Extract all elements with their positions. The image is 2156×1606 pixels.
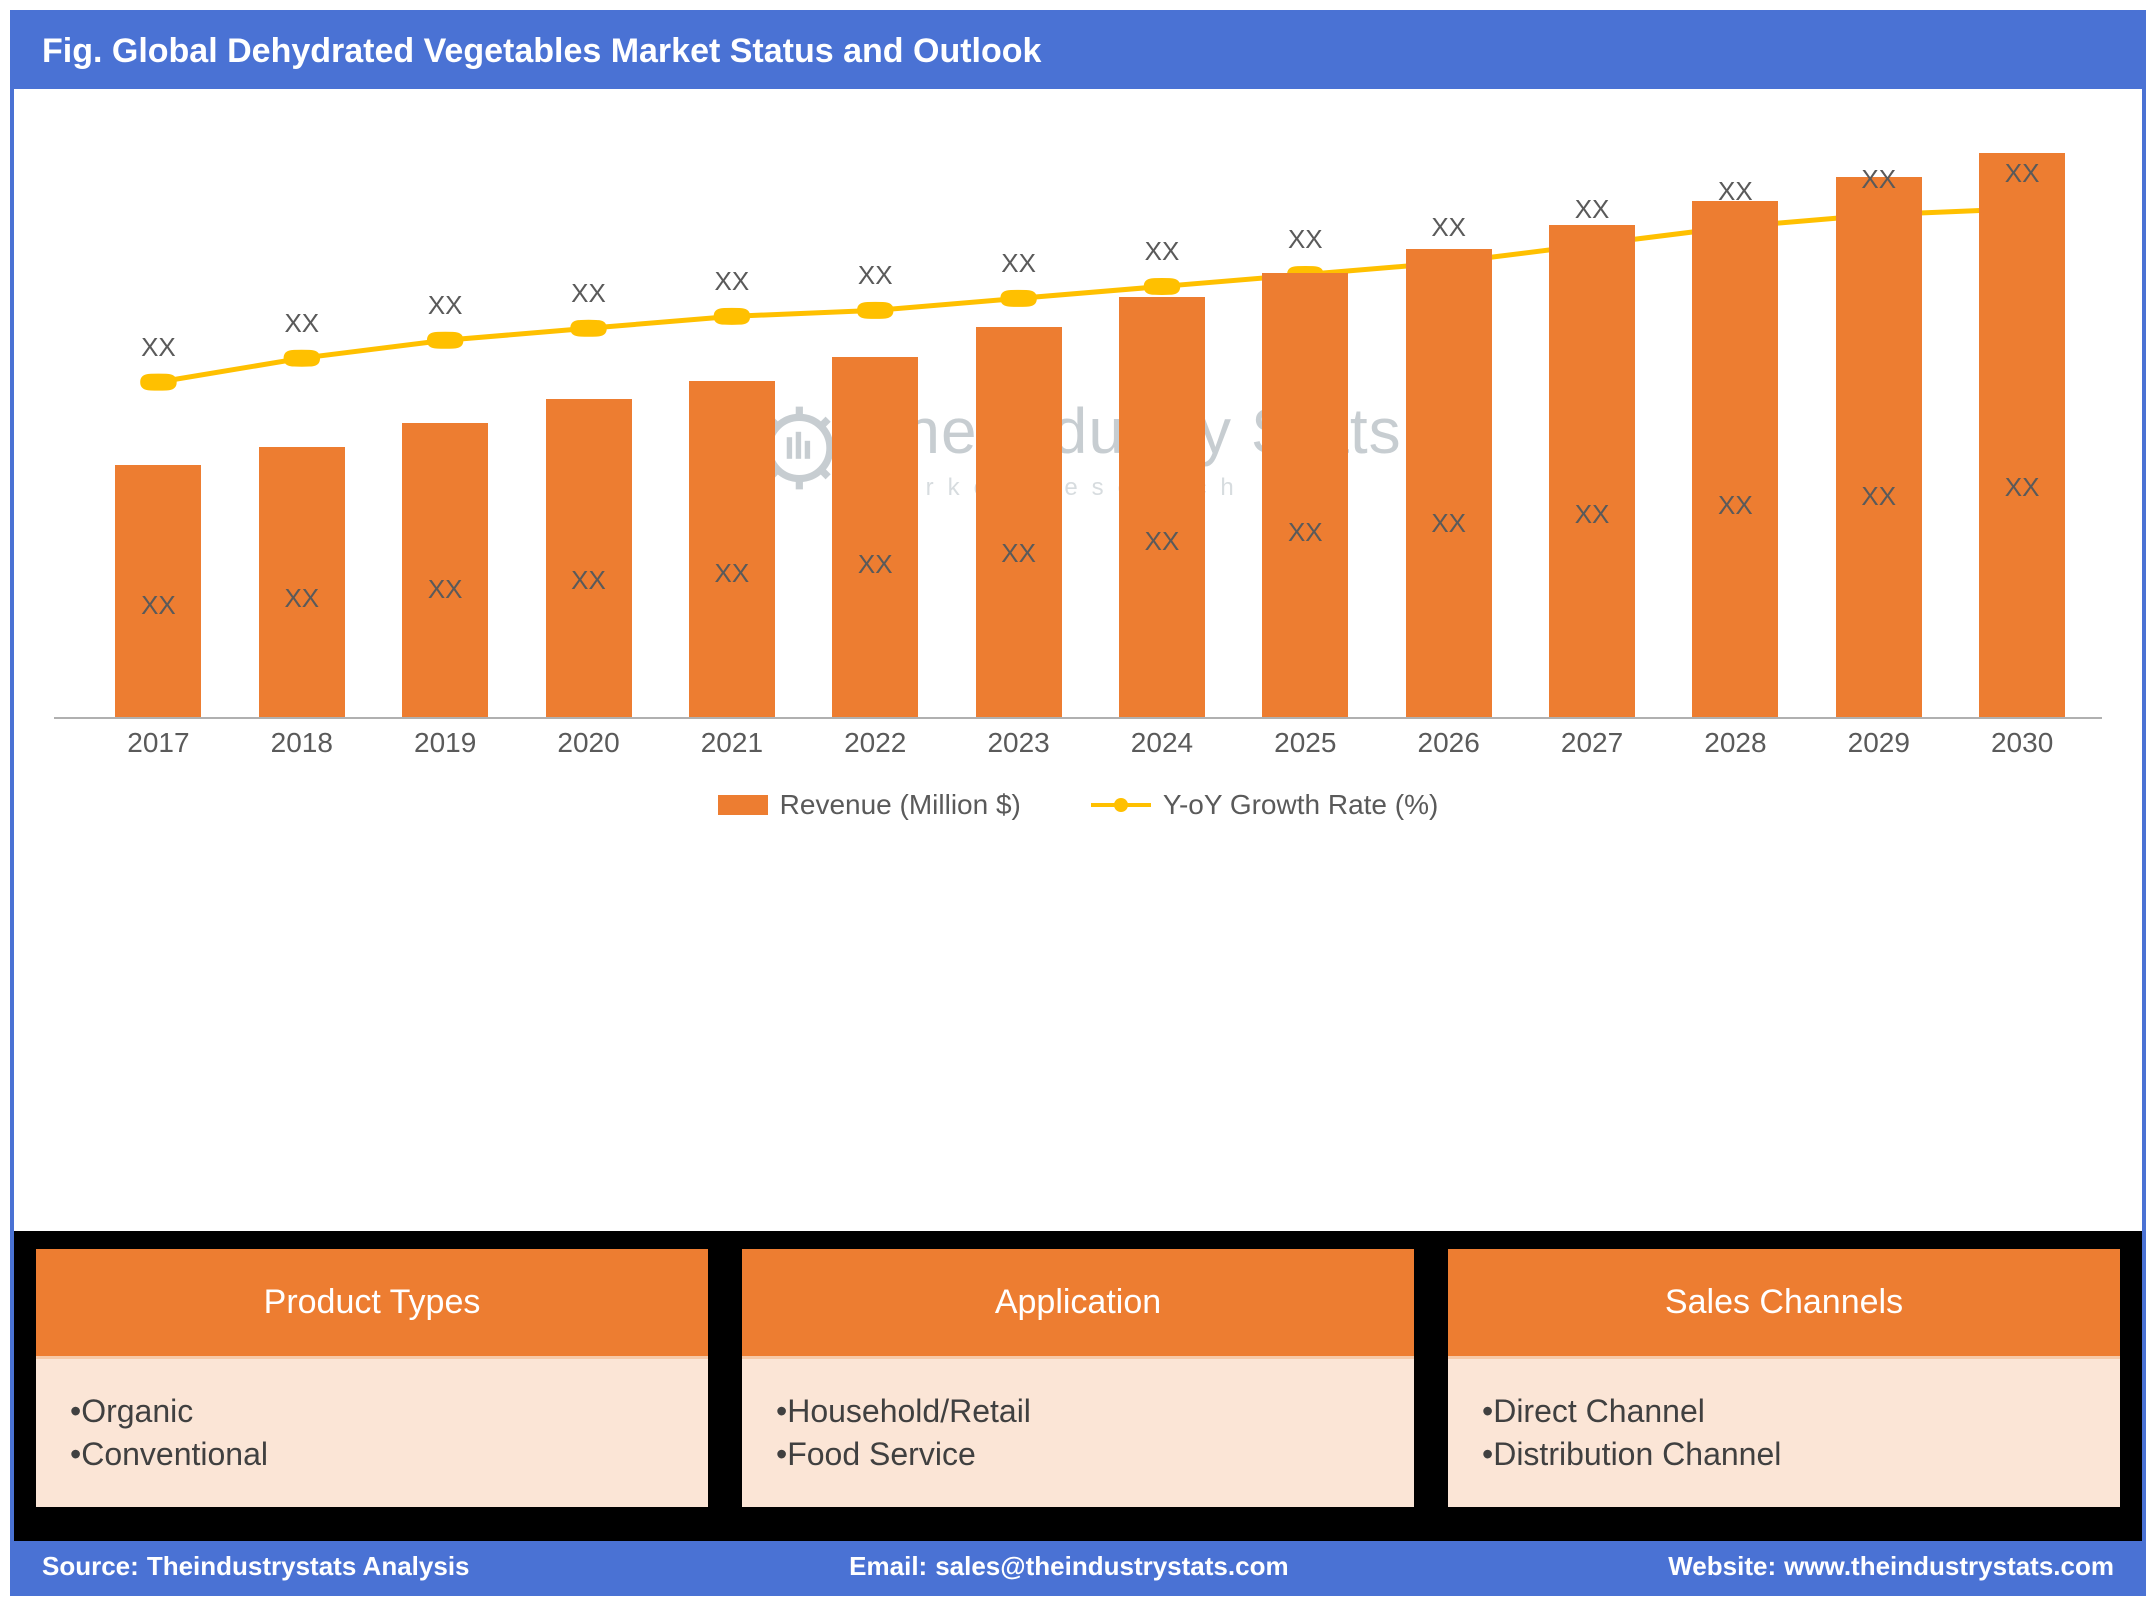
legend-label-revenue: Revenue (Million $) [780,789,1021,821]
line-value-label: XX [1001,248,1036,279]
line-value-label: XX [1575,194,1610,225]
x-tick: 2019 [414,727,476,759]
x-tick: 2025 [1274,727,1336,759]
x-tick: 2017 [127,727,189,759]
bar-value-label: XX [141,590,176,621]
x-tick: 2021 [701,727,763,759]
bar: XXXX [976,327,1062,717]
x-tick: 2030 [1991,727,2053,759]
footer-source-label: Source: [42,1551,139,1582]
plot-area: The Industry Stats market research XXXXX… [54,119,2102,719]
x-tick: 2026 [1418,727,1480,759]
figure-frame: Fig. Global Dehydrated Vegetables Market… [10,10,2146,1596]
legend-swatch-line [1091,803,1151,807]
line-value-label: XX [715,266,750,297]
card-item: •Organic [70,1393,674,1430]
info-card: Product Types •Organic •Conventional [36,1249,708,1507]
line-value-label: XX [1718,176,1753,207]
bar-value-label: XX [1001,538,1036,569]
bar-value-label: XX [1145,526,1180,557]
info-card: Application •Household/Retail •Food Servic… [742,1249,1414,1507]
legend-swatch-bar [718,795,768,815]
footer-source-value: Theindustrystats Analysis [147,1551,470,1582]
legend-label-growth: Y-oY Growth Rate (%) [1163,789,1438,821]
footer-bar: Source: Theindustrystats Analysis Email:… [14,1537,2142,1592]
card-item: •Conventional [70,1436,674,1473]
info-cards-row: Product Types •Organic •Conventional Applic… [14,1231,2142,1537]
chart-panel: The Industry Stats market research XXXXX… [14,89,2142,1231]
x-tick: 2020 [557,727,619,759]
bar: XXXX [1692,201,1778,717]
x-tick: 2023 [987,727,1049,759]
footer-website-label: Website: [1668,1551,1776,1582]
footer-email-value: sales@theindustrystats.com [935,1551,1288,1582]
x-axis: 2017 2018 2019 2020 2021 2022 2023 2024 2025 2026… [54,719,2102,769]
line-value-label: XX [141,332,176,363]
line-value-label: XX [284,308,319,339]
bar: XXXX [832,357,918,717]
footer-source: Source: Theindustrystats Analysis [42,1551,470,1582]
bar-value-label: XX [1288,517,1323,548]
x-tick: 2022 [844,727,906,759]
bar: XX XX [1979,153,2065,717]
x-tick: 2027 [1561,727,1623,759]
bar: XXXX [689,381,775,717]
bar-value-label: XX [571,565,606,596]
line-value-label: XX [428,290,463,321]
line-value-label: XX [1288,224,1323,255]
card-title: Application [742,1249,1414,1359]
legend: Revenue (Million $) Y-oY Growth Rate (%) [54,769,2102,851]
x-tick: 2018 [271,727,333,759]
line-value-label: XX [571,278,606,309]
footer-website-value: www.theindustrystats.com [1784,1551,2114,1582]
card-title: Sales Channels [1448,1249,2120,1359]
bar: XXXX [1406,249,1492,717]
info-card: Sales Channels •Direct Channel •Distributi… [1448,1249,2120,1507]
bar: XXXX [1836,177,1922,717]
bar-value-label: XX [428,574,463,605]
card-item: •Direct Channel [1482,1393,2086,1430]
bar: XXXX [546,399,632,717]
bar-value-label: XX [2005,472,2040,503]
x-tick: 2028 [1704,727,1766,759]
line-value-label: XX [858,260,893,291]
line-value-label: XX [2005,158,2040,189]
bar: XXXX [1262,273,1348,717]
card-item: •Distribution Channel [1482,1436,2086,1473]
bar-value-label: XX [1575,499,1610,530]
card-item: •Household/Retail [776,1393,1380,1430]
x-tick: 2024 [1131,727,1193,759]
bar-value-label: XX [284,583,319,614]
figure-title: Fig. Global Dehydrated Vegetables Market… [14,14,2142,89]
bar: XXXX [1549,225,1635,717]
bar-value-label: XX [715,558,750,589]
legend-item-revenue: Revenue (Million $) [718,789,1021,821]
line-value-label: XX [1431,212,1466,243]
bar: XXXX [259,447,345,717]
card-item: •Food Service [776,1436,1380,1473]
bar: XXXX [115,465,201,717]
footer-website: Website: www.theindustrystats.com [1668,1551,2114,1582]
bar-value-label: XX [1861,481,1896,512]
footer-email: Email: sales@theindustrystats.com [849,1551,1288,1582]
bar: XXXX [402,423,488,717]
bar-value-label: XX [858,549,893,580]
line-value-label: XX [1145,236,1180,267]
line-value-label: XX [1861,164,1896,195]
x-tick: 2029 [1848,727,1910,759]
card-body: •Organic •Conventional [36,1359,708,1507]
growth-line [54,119,2102,717]
card-title: Product Types [36,1249,708,1359]
footer-email-label: Email: [849,1551,927,1582]
card-body: •Household/Retail •Food Service [742,1359,1414,1507]
bar: XXXX [1119,297,1205,717]
bar-value-label: XX [1718,490,1753,521]
bar-value-label: XX [1431,508,1466,539]
legend-item-growth: Y-oY Growth Rate (%) [1091,789,1438,821]
card-body: •Direct Channel •Distribution Channel [1448,1359,2120,1507]
